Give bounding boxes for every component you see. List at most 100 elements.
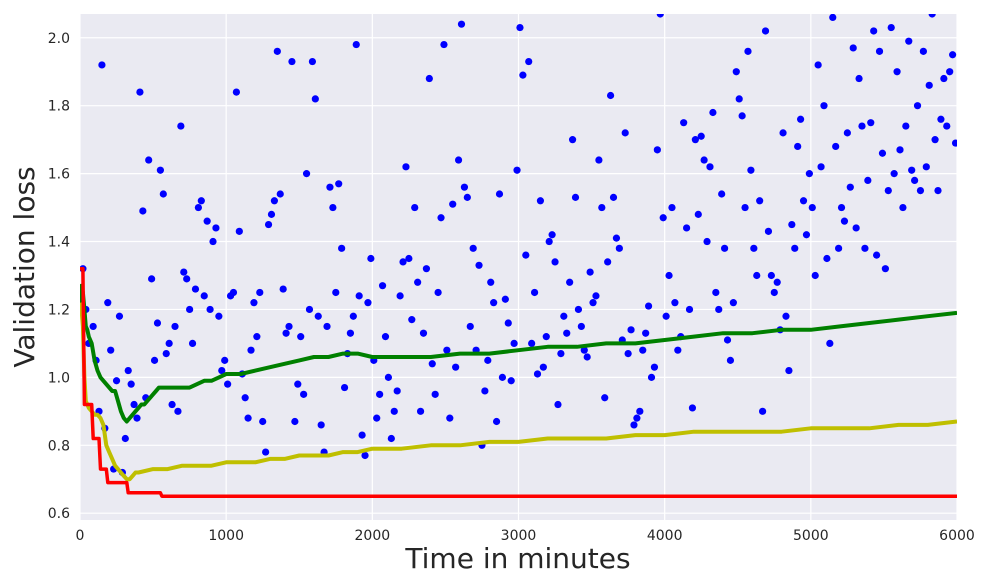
scatter-point bbox=[782, 312, 790, 320]
scatter-point bbox=[846, 183, 854, 191]
scatter-point bbox=[671, 299, 679, 307]
scatter-point bbox=[112, 377, 121, 385]
scatter-point bbox=[785, 366, 793, 375]
scatter-point bbox=[355, 292, 363, 300]
scatter-point bbox=[218, 366, 226, 375]
scatter-point bbox=[650, 363, 659, 371]
tick-labels: 0 1000 2000 3000 4000 5000 6000 0.6 0.8 1.0 1.2 1.4… bbox=[48, 31, 975, 544]
scatter-point bbox=[799, 197, 808, 205]
scatter-point bbox=[805, 170, 813, 178]
scatter-point bbox=[139, 207, 147, 215]
x-tick-label: 5000 bbox=[793, 528, 829, 544]
scatter-point bbox=[501, 295, 509, 303]
scatter-point bbox=[302, 170, 311, 178]
scatter-point bbox=[174, 407, 182, 415]
scatter-point bbox=[358, 431, 366, 439]
scatter-point bbox=[428, 360, 436, 368]
y-tick-label: 1.0 bbox=[48, 370, 70, 386]
scatter-point bbox=[399, 258, 407, 266]
scatter-point bbox=[121, 434, 129, 443]
scatter-point bbox=[732, 68, 740, 76]
scatter-point bbox=[682, 224, 691, 232]
scatter-point bbox=[393, 387, 401, 395]
scatter-point bbox=[758, 407, 767, 415]
scatter-point bbox=[449, 200, 457, 208]
scatter-point bbox=[808, 203, 816, 212]
scatter-point bbox=[516, 23, 524, 32]
scatter-point bbox=[188, 339, 197, 348]
scatter-point bbox=[522, 251, 530, 259]
scatter-point bbox=[680, 119, 688, 127]
y-tick-label: 1.6 bbox=[48, 167, 70, 183]
scatter-point bbox=[425, 74, 433, 83]
scatter-point bbox=[788, 220, 796, 229]
scatter-point bbox=[709, 108, 717, 117]
scatter-point bbox=[457, 20, 466, 28]
scatter-point bbox=[256, 288, 264, 297]
series-line bbox=[80, 283, 957, 424]
chart-marks bbox=[80, 14, 957, 498]
x-tick-label: 4000 bbox=[647, 528, 683, 544]
scatter-point bbox=[539, 363, 547, 371]
scatter-point bbox=[554, 400, 562, 409]
scatter-point bbox=[557, 349, 565, 358]
scatter-point bbox=[387, 434, 395, 443]
scatter-point bbox=[928, 14, 936, 18]
scatter-point bbox=[481, 387, 489, 395]
scatter-point bbox=[376, 390, 384, 398]
scatter-point bbox=[931, 136, 939, 144]
scatter-point bbox=[168, 400, 176, 409]
scatter-point bbox=[390, 407, 398, 415]
scatter-point bbox=[507, 377, 515, 385]
scatter-point bbox=[323, 322, 331, 331]
scatter-point bbox=[545, 237, 553, 246]
scatter-point bbox=[934, 186, 942, 195]
scatter-point bbox=[770, 288, 778, 297]
scatter-point bbox=[896, 146, 904, 154]
scatter-point bbox=[592, 292, 600, 300]
scatter-point bbox=[943, 122, 951, 130]
scatter-point bbox=[878, 149, 887, 157]
scatter-point bbox=[378, 282, 387, 290]
scatter-point bbox=[525, 57, 533, 66]
scatter-point bbox=[335, 180, 343, 188]
scatter-point bbox=[767, 271, 775, 280]
scatter-point bbox=[718, 190, 726, 198]
scatter-point bbox=[267, 210, 276, 218]
scatter-point bbox=[849, 44, 857, 52]
scatter-point bbox=[150, 356, 159, 364]
scatter-point bbox=[194, 203, 202, 212]
scatter-point bbox=[829, 14, 837, 21]
scatter-point bbox=[835, 244, 843, 252]
scatter-point bbox=[215, 312, 223, 320]
y-tick-label: 0.8 bbox=[48, 438, 70, 454]
scatter-point bbox=[305, 305, 314, 314]
scatter-point bbox=[951, 139, 957, 147]
scatter-point bbox=[440, 40, 448, 49]
scatter-point bbox=[282, 329, 290, 337]
scatter-point bbox=[107, 346, 115, 354]
scatter-point bbox=[606, 91, 615, 100]
scatter-point bbox=[595, 156, 603, 164]
scatter-point bbox=[209, 237, 217, 246]
scatter-point bbox=[422, 265, 431, 273]
scatter-point bbox=[136, 88, 144, 96]
scatter-point bbox=[203, 217, 211, 225]
scatter-point bbox=[317, 421, 325, 429]
scatter-point bbox=[162, 349, 170, 358]
scatter-point bbox=[744, 47, 752, 55]
x-axis-label: Time in minutes bbox=[404, 542, 630, 575]
scatter-point bbox=[814, 61, 822, 69]
scatter-point bbox=[662, 312, 670, 320]
scatter-point bbox=[712, 288, 720, 297]
scatter-point bbox=[434, 288, 442, 297]
scatter-point bbox=[124, 366, 132, 375]
scatter-point bbox=[659, 214, 667, 222]
scatter-point bbox=[270, 197, 279, 205]
scatter-point bbox=[612, 234, 621, 242]
scatter-point bbox=[908, 166, 916, 174]
scatter-point bbox=[340, 383, 349, 392]
scatter-point bbox=[753, 271, 761, 280]
scatter-point bbox=[384, 373, 393, 381]
